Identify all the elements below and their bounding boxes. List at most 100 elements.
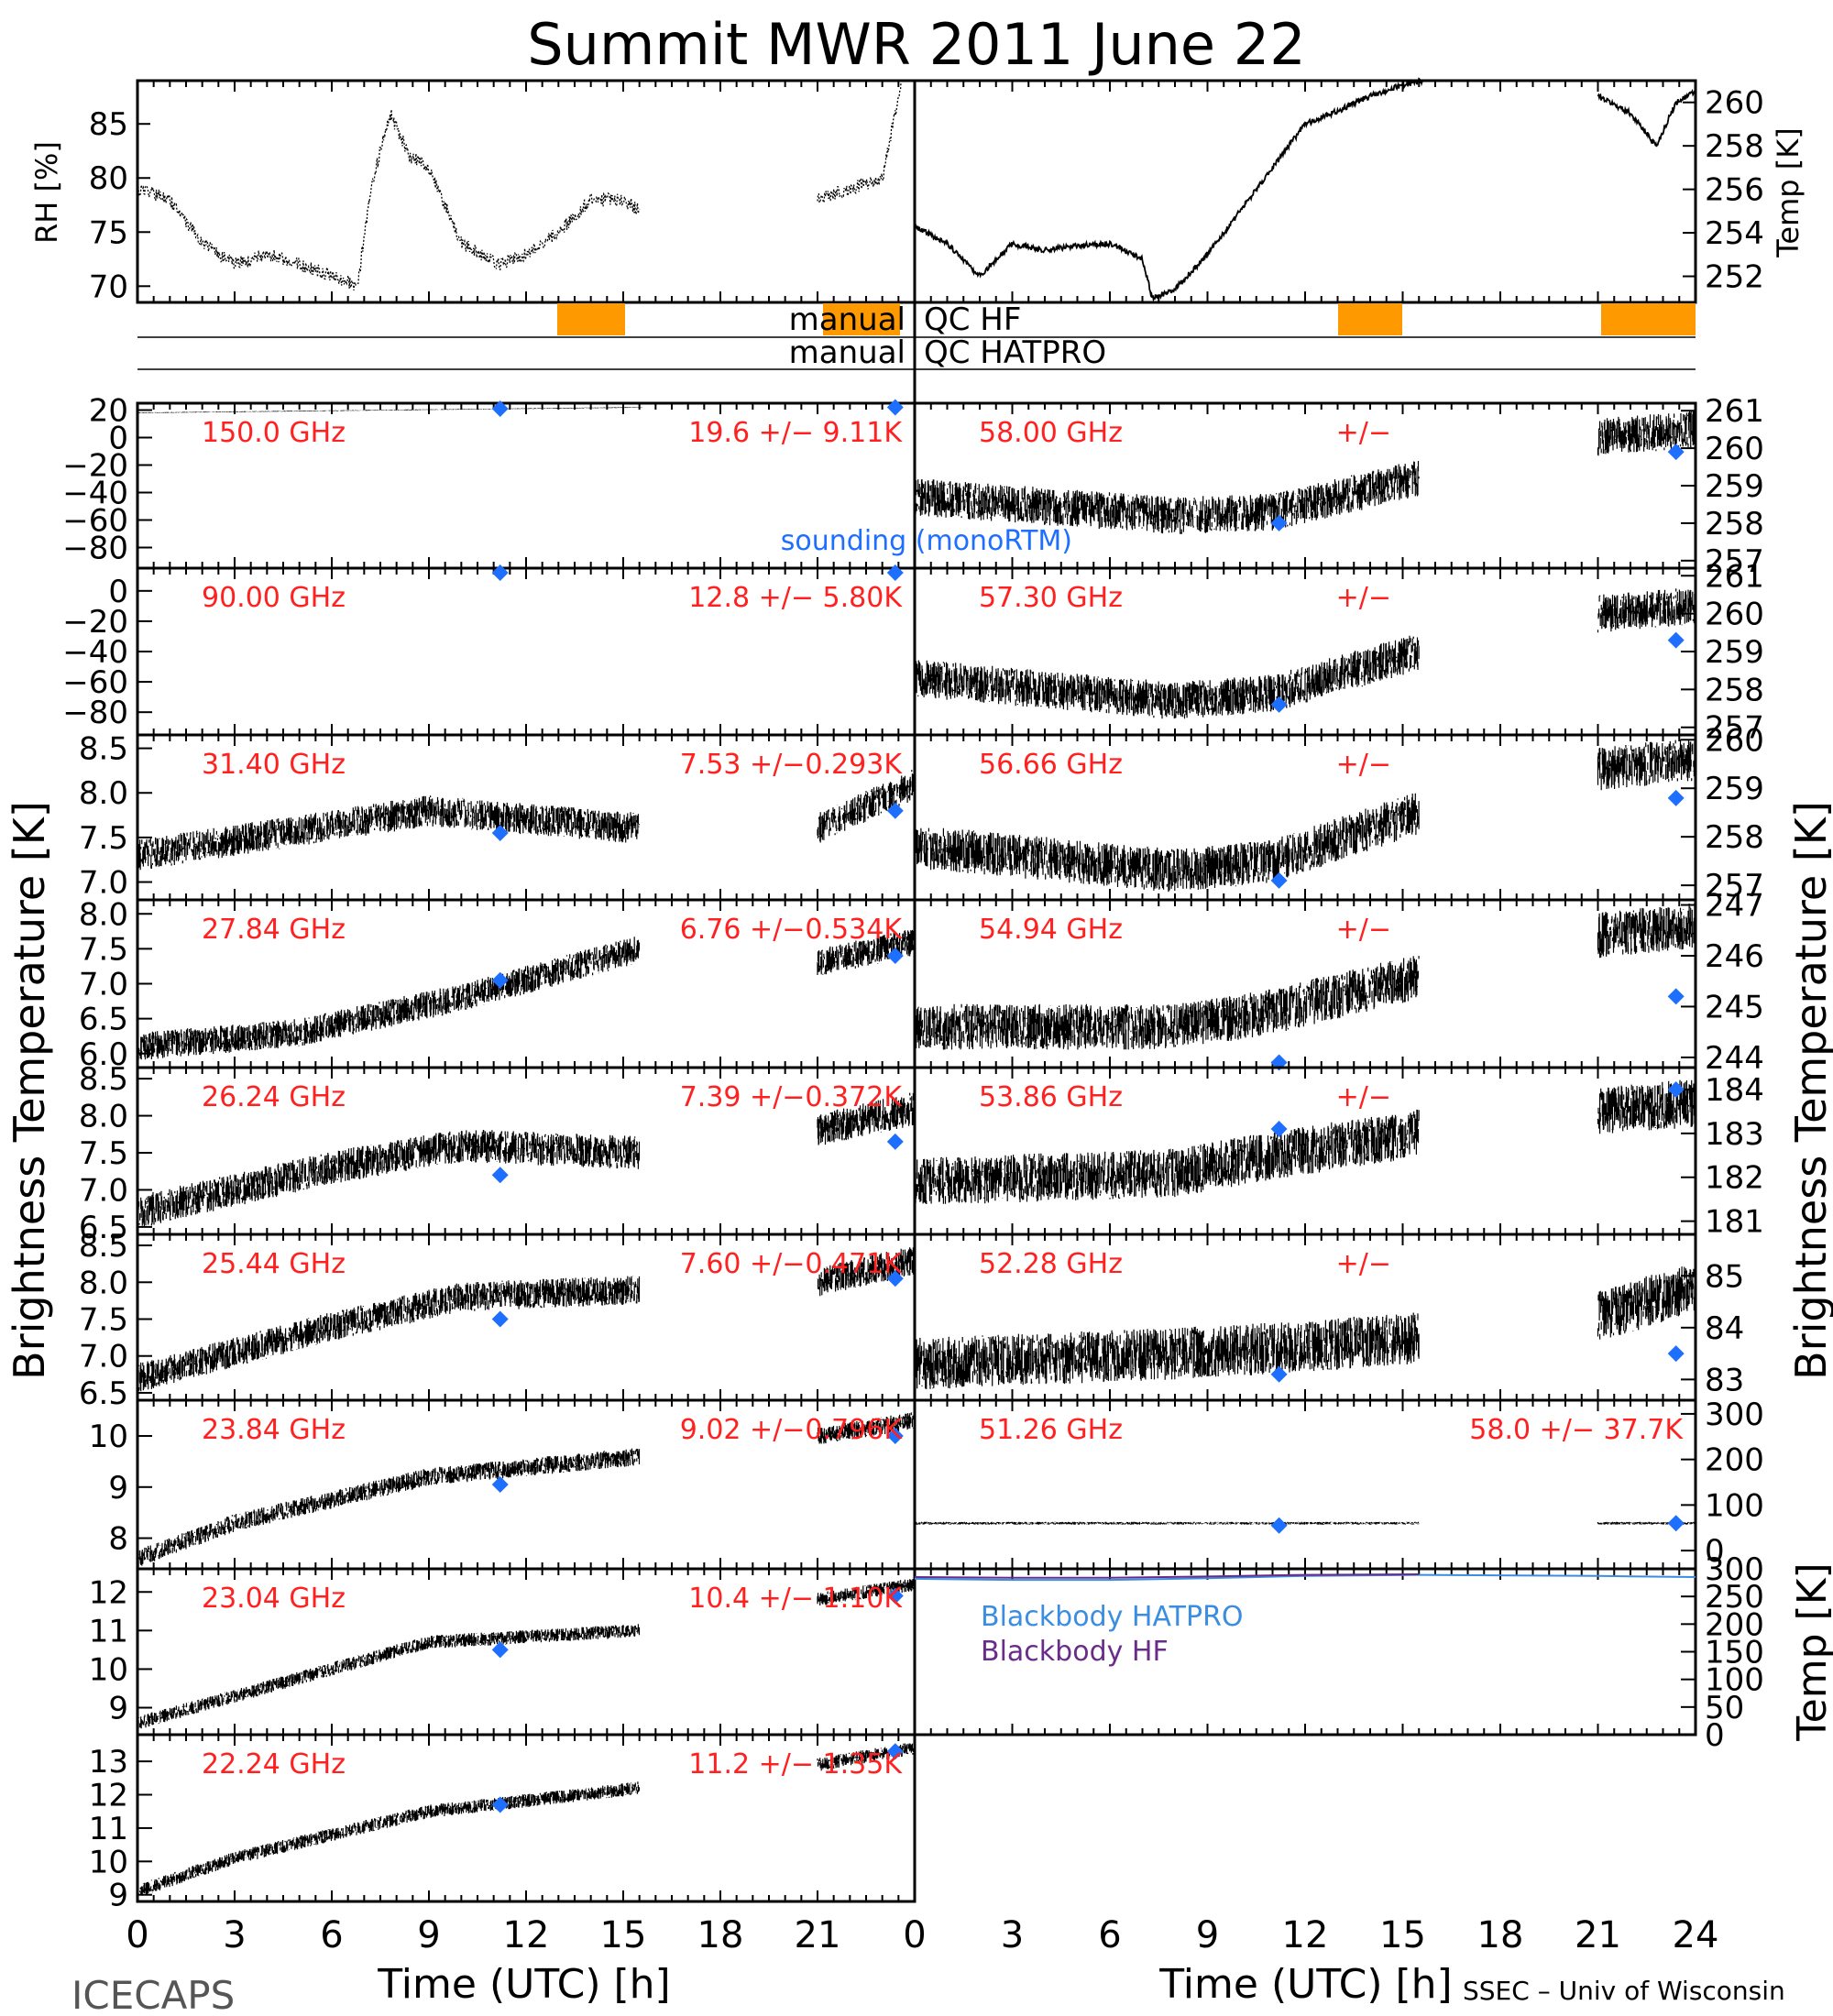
- legend-sounding: sounding (monoRTM): [781, 525, 1072, 557]
- y-tick-label: 260: [1705, 597, 1764, 633]
- y-tick-label: 50: [1705, 1690, 1744, 1726]
- y-tick-label: 6.5: [79, 1375, 128, 1412]
- y-tick-label: 244: [1705, 1040, 1764, 1077]
- panel-left-5: 8.58.07.57.06.5 26.24 GHz 7.39 +/−0.372K: [79, 1061, 916, 1246]
- panel-left-2: 0−20−40−60−80 90.00 GHz 12.8 +/− 5.80K: [62, 564, 916, 737]
- frequency-label: 58.00 GHz: [979, 417, 1123, 449]
- y-tick-label: 7.5: [79, 1302, 128, 1339]
- data-trace: [914, 1521, 1696, 1525]
- y-tick-label: 200: [1705, 1606, 1764, 1643]
- y-tick-label: 7.5: [79, 931, 128, 968]
- y-tick-label: 12: [89, 1778, 128, 1814]
- y-tick-label: 11: [89, 1613, 128, 1649]
- sounding-marker: [1667, 1080, 1685, 1098]
- y-tick-label: 257: [1705, 710, 1764, 747]
- y-tick-label: 245: [1705, 989, 1764, 1025]
- stats-label: +/−: [1336, 1248, 1391, 1280]
- sounding-marker: [886, 1743, 904, 1760]
- y-tick-label: 8: [108, 1521, 128, 1558]
- y-tick-label: 6.0: [79, 1036, 128, 1073]
- y-tick-label: 184: [1705, 1072, 1764, 1109]
- stats-label: +/−: [1336, 1081, 1391, 1113]
- y-tick-label: −80: [62, 695, 128, 731]
- y-tick-label: 8.5: [79, 731, 128, 768]
- y-tick-label: 85: [1705, 1258, 1744, 1295]
- rh-tick-label: 85: [89, 106, 128, 143]
- sounding-marker: [1270, 1365, 1288, 1383]
- figure-title: Summit MWR 2011 June 22: [527, 11, 1305, 78]
- frequency-label: 51.26 GHz: [979, 1414, 1123, 1446]
- y-tick-label: 7.0: [79, 1339, 128, 1375]
- stats-label: 6.76 +/−0.534K: [680, 914, 904, 946]
- stats-label: +/−: [1336, 417, 1391, 449]
- y-tick-label: 150: [1705, 1635, 1764, 1671]
- frequency-label: 22.24 GHz: [202, 1748, 346, 1780]
- y-tick-label: 8.5: [79, 1061, 128, 1098]
- qc-strips: manual QC HF manual QC HATPRO: [137, 301, 1696, 371]
- sounding-marker: [886, 948, 904, 964]
- qc-flag-bar: [823, 303, 900, 335]
- y-tick-label: −80: [62, 531, 128, 567]
- data-trace: [137, 929, 916, 1060]
- panel-right-3: 260 259 258 257 56.66 GHz +/−: [913, 722, 1764, 904]
- y-tick-label: 7.5: [79, 1135, 128, 1172]
- y-tick-label: 10: [89, 1844, 128, 1880]
- frequency-label: 53.86 GHz: [979, 1081, 1123, 1113]
- panel-right-7: 300 200 100 0 51.26 GHz 58.0 +/− 37.7K: [913, 1397, 1764, 1571]
- rh-axis-label: RH [%]: [29, 141, 64, 244]
- x-tick-label-left: 21: [795, 1914, 841, 1956]
- frequency-label: 31.40 GHz: [202, 749, 346, 781]
- y-tick-label: 183: [1705, 1116, 1764, 1153]
- y-tick-label: 9: [108, 1691, 128, 1727]
- y-tick-label: −60: [62, 664, 128, 701]
- sounding-marker: [886, 1428, 904, 1445]
- y-tick-label: 0: [108, 421, 128, 457]
- panel-left-3: 8.5 8.0 7.5 7.0 31.40 GHz 7.53 +/−0.293K: [79, 731, 916, 902]
- data-trace: [914, 903, 1696, 1050]
- frequency-label: 56.66 GHz: [979, 749, 1123, 781]
- data-trace: [137, 407, 643, 413]
- stats-label: 7.60 +/−0.471K: [680, 1248, 904, 1280]
- x-tick-label-right: 15: [1379, 1914, 1426, 1956]
- stats-label: 7.39 +/−0.372K: [680, 1081, 904, 1113]
- x-tick-label-right: 0: [903, 1914, 926, 1956]
- y-tick-label: 7.0: [79, 865, 128, 902]
- temp-axis-label: Temp [K]: [1771, 127, 1806, 257]
- x-tick-label-right: 9: [1196, 1914, 1219, 1956]
- panel-right-4: 247 246 245 244 54.94 GHz +/−: [913, 888, 1764, 1077]
- y-tick-label: 12: [89, 1574, 128, 1611]
- x-tick-label-right: 21: [1575, 1914, 1621, 1956]
- sounding-marker: [1667, 789, 1685, 806]
- sounding-marker: [491, 400, 509, 417]
- qc-hatpro-label: QC HATPRO: [924, 334, 1106, 371]
- y-tick-label: 8.0: [79, 1265, 128, 1301]
- data-trace: [137, 1579, 916, 1729]
- sounding-marker: [491, 825, 509, 842]
- sounding-marker: [1667, 988, 1685, 1005]
- x-tick-label-left: 6: [320, 1914, 343, 1956]
- stats-label: 58.0 +/− 37.7K: [1469, 1414, 1684, 1446]
- x-tick-label-left: 9: [417, 1914, 440, 1956]
- footer-left: ICECAPS: [71, 1973, 235, 2016]
- met-frame: [136, 79, 1697, 304]
- temp-tick-label: 258: [1705, 128, 1764, 165]
- data-trace: [137, 1092, 916, 1228]
- y-tick-label: 13: [89, 1744, 128, 1780]
- qc-flag-bar: [1338, 303, 1402, 335]
- rh-series: [137, 109, 641, 290]
- panel-left-7: 10 9 8 23.84 GHz 9.02 +/−0.796K: [89, 1398, 916, 1571]
- footer-right: SSEC – Univ of Wisconsin: [1463, 1976, 1785, 2006]
- y-tick-label: 258: [1705, 672, 1764, 708]
- y-tick-label: 8.5: [79, 1228, 128, 1265]
- y-tick-label: 10: [89, 1419, 128, 1455]
- x-axis-label-right: Time (UTC) [h]: [1158, 1961, 1452, 2008]
- y-tick-label: 257: [1705, 868, 1764, 904]
- y-tick-label: 0: [1705, 1717, 1725, 1754]
- frequency-label: 26.24 GHz: [202, 1081, 346, 1113]
- y-tick-label: 7.0: [79, 1172, 128, 1209]
